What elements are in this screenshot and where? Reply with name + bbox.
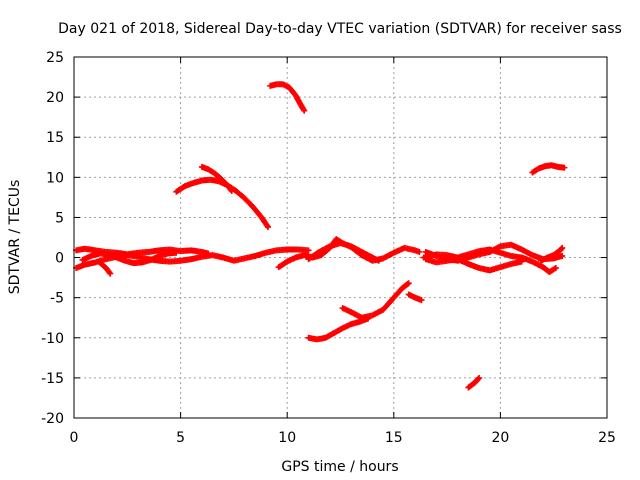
y-tick-label: 20 bbox=[46, 90, 64, 106]
y-tick-label: -10 bbox=[41, 331, 64, 347]
data-point bbox=[173, 249, 180, 256]
y-tick-label: -5 bbox=[50, 291, 64, 307]
series-trace-q bbox=[465, 374, 483, 391]
series-trace-n bbox=[422, 256, 525, 274]
data-point bbox=[476, 374, 483, 381]
plot-frame bbox=[73, 56, 608, 419]
data-point bbox=[552, 264, 559, 271]
data-point bbox=[106, 269, 113, 276]
y-tick-label: 15 bbox=[46, 130, 64, 146]
y-axis-label: SDTVAR / TECUs bbox=[7, 180, 23, 295]
series-layer bbox=[73, 81, 568, 391]
data-point bbox=[559, 244, 566, 251]
x-tick-label: 20 bbox=[491, 430, 509, 446]
data-point bbox=[301, 107, 308, 114]
series-trace-g bbox=[267, 81, 308, 114]
series-trace-p bbox=[537, 244, 566, 264]
data-point bbox=[404, 281, 411, 288]
x-tick-label: 10 bbox=[278, 430, 296, 446]
x-axis-label: GPS time / hours bbox=[281, 459, 398, 475]
y-tick-label: 25 bbox=[46, 50, 64, 66]
data-point bbox=[265, 224, 272, 231]
y-tick-label: 5 bbox=[55, 210, 64, 226]
tick-layer: 0 5 10 15 20 25 -20 -15 -10 -5 0 5 10 15 20 25 bbox=[41, 50, 616, 446]
data-point bbox=[475, 375, 482, 382]
series-trace-k bbox=[339, 280, 412, 321]
x-tick-label: 15 bbox=[385, 430, 403, 446]
series-trace-j bbox=[305, 315, 372, 343]
data-point bbox=[107, 270, 114, 277]
data-point bbox=[561, 164, 568, 171]
series-trace-d bbox=[96, 259, 114, 277]
series-trace-o bbox=[420, 246, 559, 275]
chart-title: Day 021 of 2018, Sidereal Day-to-day VTE… bbox=[58, 21, 622, 37]
data-point bbox=[405, 280, 412, 287]
series-trace-l bbox=[405, 291, 425, 304]
data-point bbox=[418, 297, 425, 304]
data-point bbox=[228, 187, 235, 194]
data-point bbox=[227, 186, 234, 193]
grid-layer bbox=[74, 57, 607, 418]
x-tick-label: 5 bbox=[176, 430, 185, 446]
data-point bbox=[559, 252, 566, 259]
data-point bbox=[416, 248, 423, 255]
data-point bbox=[375, 257, 382, 264]
data-point bbox=[305, 247, 312, 254]
series-trace-c bbox=[79, 249, 180, 267]
x-tick-label: 0 bbox=[70, 430, 79, 446]
x-tick-label: 25 bbox=[598, 430, 616, 446]
y-tick-label: -20 bbox=[41, 411, 64, 427]
y-tick-label: 10 bbox=[46, 170, 64, 186]
y-tick-label: 0 bbox=[55, 251, 64, 267]
series-trace-r bbox=[529, 162, 568, 176]
series-trace-f bbox=[198, 163, 235, 194]
series-trace-i bbox=[305, 240, 382, 264]
y-tick-label: -15 bbox=[41, 371, 64, 387]
